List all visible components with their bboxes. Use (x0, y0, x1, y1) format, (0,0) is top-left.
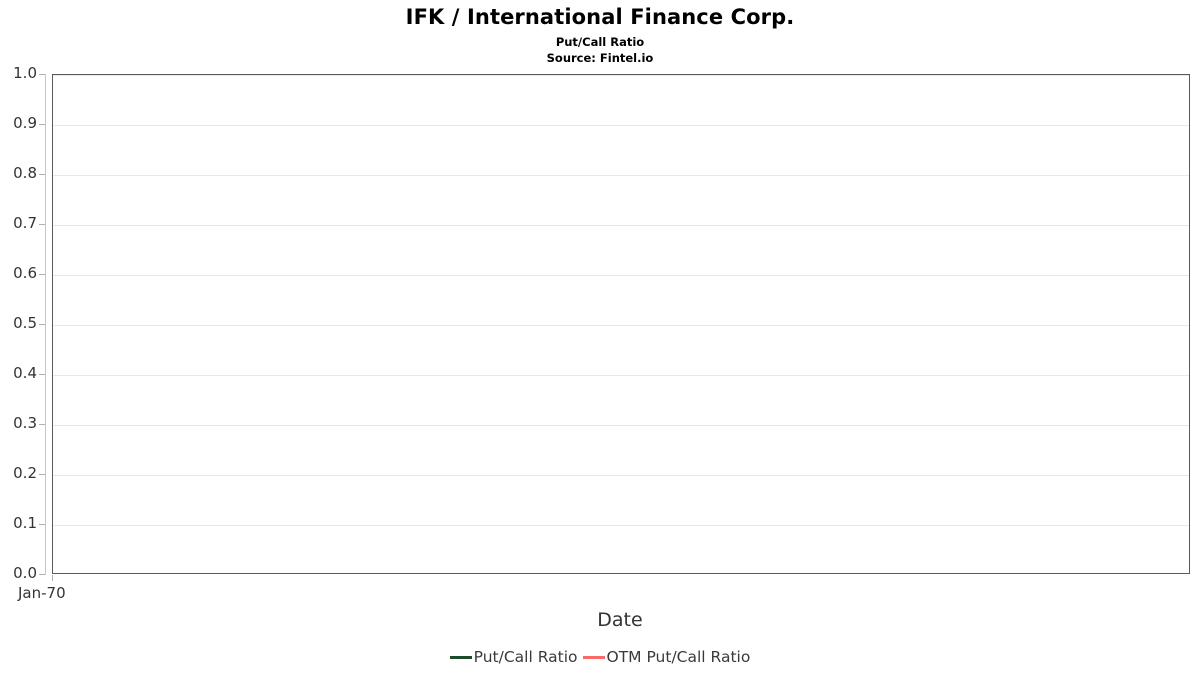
y-axis-tick-label: 0.6 (13, 264, 37, 282)
y-axis-tick-mark (39, 524, 45, 525)
chart-title: IFK / International Finance Corp. (405, 5, 795, 29)
legend-item-otm-put-call-ratio[interactable]: OTM Put/Call Ratio (582, 648, 751, 666)
y-axis-tick-label: 0.3 (13, 414, 37, 432)
y-axis-tick-label: 0.5 (13, 314, 37, 332)
y-axis-tick-mark (39, 224, 45, 225)
gridline (53, 125, 1189, 126)
chart-legend: Put/Call Ratio OTM Put/Call Ratio (0, 648, 1200, 666)
y-axis-spine (45, 74, 46, 575)
legend-swatch-put-call-ratio (449, 655, 472, 659)
y-axis-tick-label: 0.9 (13, 114, 37, 132)
gridline (53, 425, 1189, 426)
gridline (53, 175, 1189, 176)
gridline (53, 225, 1189, 226)
y-axis-tick-label: 1.0 (13, 64, 37, 82)
gridline (53, 75, 1189, 76)
chart-source-attribution: Source: Fintel.io (546, 51, 654, 65)
gridline (53, 475, 1189, 476)
legend-swatch-otm-put-call-ratio (582, 655, 605, 659)
y-axis-tick-mark (39, 574, 45, 575)
y-axis-tick-mark (39, 474, 45, 475)
x-axis-title: Date (597, 609, 643, 631)
y-axis-tick-mark (39, 424, 45, 425)
gridline (53, 525, 1189, 526)
y-axis-tick-mark (39, 274, 45, 275)
chart-subtitle: Put/Call Ratio (555, 35, 645, 49)
plot-area (52, 74, 1190, 574)
x-axis-tick-label: Jan-70 (18, 584, 66, 602)
y-axis-tick-mark (39, 374, 45, 375)
gridline (53, 375, 1189, 376)
y-axis-tick-label: 0.4 (13, 364, 37, 382)
y-axis-tick-label: 0.2 (13, 464, 37, 482)
gridline (53, 275, 1189, 276)
gridline (53, 325, 1189, 326)
y-axis-tick-label: 0.8 (13, 164, 37, 182)
y-axis-tick-label: 0.1 (13, 514, 37, 532)
y-axis-tick-mark (39, 324, 45, 325)
y-axis-tick-mark (39, 124, 45, 125)
y-axis-tick-labels: 0.0 0.1 0.2 0.3 0.4 0.5 0.6 0.7 0.8 0.9 1.0 (0, 0, 52, 675)
y-axis-tick-label: 0.7 (13, 214, 37, 232)
series-canvas (53, 75, 1189, 573)
y-axis-tick-mark (39, 174, 45, 175)
y-axis-tick-mark (39, 74, 45, 75)
legend-item-put-call-ratio[interactable]: Put/Call Ratio (449, 648, 578, 666)
x-axis-tick-mark (52, 575, 53, 581)
legend-label-otm-put-call-ratio: OTM Put/Call Ratio (606, 648, 751, 666)
y-axis-tick-label: 0.0 (13, 564, 37, 582)
legend-label-put-call-ratio: Put/Call Ratio (473, 648, 578, 666)
